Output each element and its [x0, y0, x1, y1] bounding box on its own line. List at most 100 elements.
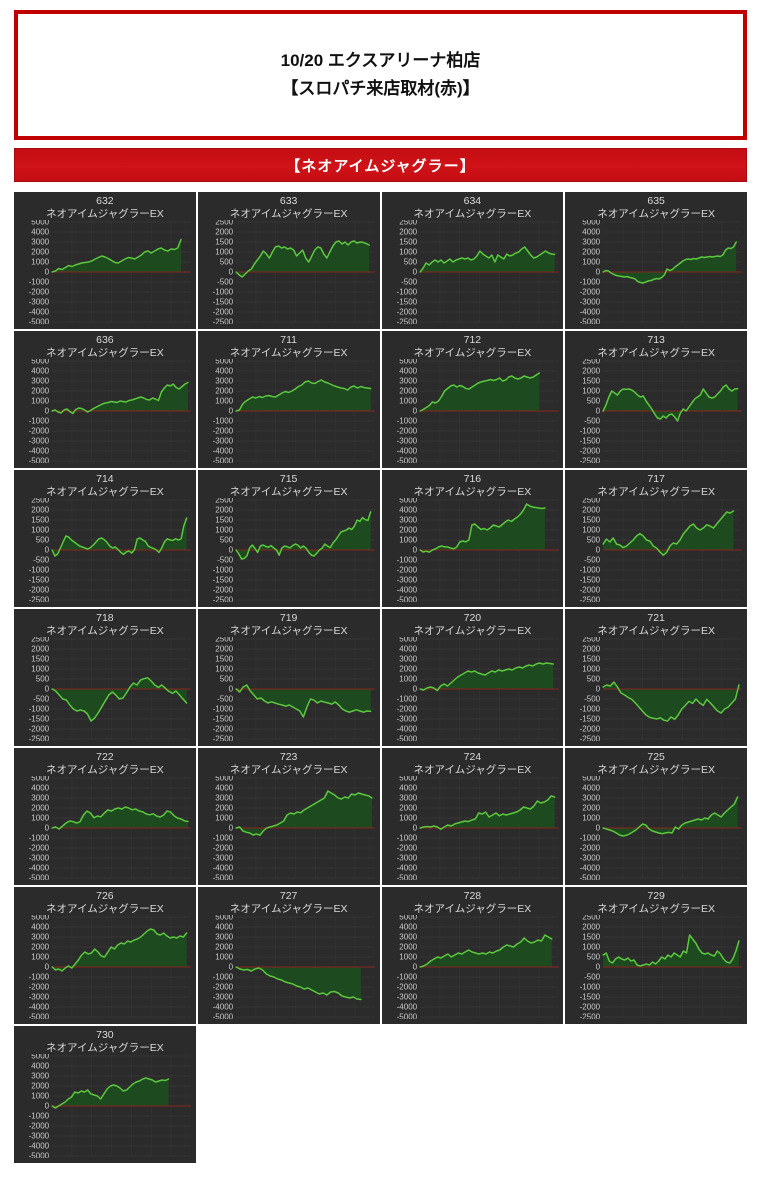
svg-text:-1000: -1000 [396, 417, 417, 426]
svg-text:-500: -500 [584, 556, 601, 565]
svg-text:3000: 3000 [31, 794, 49, 803]
svg-text:2000: 2000 [399, 943, 417, 952]
svg-text:2000: 2000 [215, 943, 233, 952]
series-fill [52, 929, 187, 971]
svg-text:-2500: -2500 [212, 735, 233, 741]
svg-text:2000: 2000 [31, 506, 49, 515]
svg-text:2000: 2000 [31, 1082, 49, 1091]
svg-text:-500: -500 [401, 278, 418, 287]
svg-text:-1500: -1500 [396, 298, 417, 307]
svg-text:-2500: -2500 [29, 735, 50, 741]
svg-text:500: 500 [587, 675, 601, 684]
y-axis-labels: 500040003000200010000-1000-2000-3000-400… [396, 637, 417, 741]
y-axis-labels: 25002000150010005000-500-1000-1500-2000-… [212, 498, 233, 602]
svg-text:-5000: -5000 [396, 735, 417, 741]
machine-number: 726 [96, 890, 114, 902]
machine-number: 635 [647, 195, 665, 207]
series-line [51, 806, 189, 830]
series-fill [52, 382, 188, 414]
svg-text:5000: 5000 [399, 359, 417, 366]
svg-text:1500: 1500 [215, 516, 233, 525]
svg-text:-1000: -1000 [29, 705, 50, 714]
svg-text:-3000: -3000 [212, 993, 233, 1002]
series-fill [419, 504, 545, 553]
series-line [418, 662, 554, 692]
svg-text:2000: 2000 [31, 248, 49, 257]
svg-text:4000: 4000 [31, 923, 49, 932]
svg-text:0: 0 [596, 963, 601, 972]
machine-name: ネオアイムジャグラーEX [597, 346, 715, 359]
series-line [418, 246, 555, 273]
svg-text:-1000: -1000 [212, 417, 233, 426]
svg-text:-3000: -3000 [580, 298, 601, 307]
svg-text:-1000: -1000 [29, 278, 50, 287]
machine-number: 720 [463, 612, 482, 624]
slump-graph: 25002000150010005000-500-1000-1500-2000-… [580, 498, 742, 602]
svg-text:-1000: -1000 [29, 1112, 50, 1121]
series-line [51, 677, 188, 722]
slump-graph: 500040003000200010000-1000-2000-3000-400… [396, 359, 559, 463]
svg-text:-4000: -4000 [212, 864, 233, 873]
svg-text:-4000: -4000 [29, 1142, 50, 1151]
svg-text:0: 0 [412, 963, 417, 972]
slump-graph: 500040003000200010000-1000-2000-3000-400… [396, 498, 559, 602]
svg-text:0: 0 [412, 546, 417, 555]
svg-text:5000: 5000 [31, 915, 49, 922]
series-fill [603, 385, 738, 421]
series-line [602, 681, 740, 722]
slump-graph: 500040003000200010000-1000-2000-3000-400… [29, 915, 191, 1019]
machine-chart-tile: 635 ネオアイムジャグラーEX 5000 4000 3000 2000 1000 0 -100… [565, 192, 747, 329]
chart-grid: 632 ネオアイムジャグラーEX 5000 4000 3000 2000 1000 0 -100… [14, 192, 747, 1163]
svg-text:4000: 4000 [31, 1062, 49, 1071]
svg-text:0: 0 [45, 268, 50, 277]
svg-text:-2000: -2000 [580, 725, 601, 734]
svg-text:-1000: -1000 [580, 566, 601, 575]
machine-number: 717 [647, 473, 665, 485]
svg-text:-2000: -2000 [396, 427, 417, 436]
svg-text:-1000: -1000 [212, 288, 233, 297]
machine-chart-tile: 724 ネオアイムジャグラーEX 5000 4000 3000 2000 1000 0 -100… [381, 748, 564, 885]
machine-number: 719 [279, 612, 298, 624]
slump-graph: 500040003000200010000-1000-2000-3000-400… [29, 359, 191, 463]
machine-number: 725 [647, 751, 665, 763]
svg-text:-3000: -3000 [396, 854, 417, 863]
svg-text:-5000: -5000 [396, 457, 417, 463]
svg-text:-500: -500 [33, 695, 50, 704]
svg-text:1000: 1000 [31, 953, 49, 962]
svg-text:2500: 2500 [583, 359, 601, 366]
svg-text:1000: 1000 [215, 814, 233, 823]
svg-text:500: 500 [36, 536, 50, 545]
svg-text:5000: 5000 [583, 776, 601, 783]
series-line [602, 241, 738, 284]
svg-text:5000: 5000 [215, 776, 233, 783]
series-line [235, 966, 362, 1001]
svg-text:5000: 5000 [31, 776, 49, 783]
svg-text:0: 0 [228, 546, 233, 555]
machine-name: ネオアイムジャグラーEX [46, 624, 164, 637]
machine-chart-tile: 721 ネオアイムジャグラーEX 2500 2000 1500 1000 500 0 -500-… [565, 609, 747, 746]
gridlines [52, 499, 191, 601]
machine-name: ネオアイムジャグラーEX [46, 346, 164, 359]
svg-text:0: 0 [412, 268, 417, 277]
y-axis-labels: 25002000150010005000-500-1000-1500-2000-… [29, 637, 50, 741]
svg-text:-2500: -2500 [212, 318, 233, 324]
svg-text:2000: 2000 [31, 943, 49, 952]
series-line [51, 1077, 170, 1109]
slump-graph: 500040003000200010000-1000-2000-3000-400… [29, 1054, 191, 1158]
svg-text:-5000: -5000 [396, 874, 417, 880]
svg-text:4000: 4000 [399, 784, 417, 793]
series-line [51, 381, 189, 415]
svg-text:-2000: -2000 [580, 1003, 601, 1012]
svg-text:-1500: -1500 [212, 298, 233, 307]
svg-text:2000: 2000 [399, 665, 417, 674]
svg-text:2000: 2000 [399, 387, 417, 396]
svg-text:2500: 2500 [583, 915, 601, 922]
svg-text:5000: 5000 [215, 359, 233, 366]
svg-text:-2000: -2000 [396, 566, 417, 575]
svg-text:-1500: -1500 [29, 576, 50, 585]
svg-text:1000: 1000 [399, 814, 417, 823]
machine-name: ネオアイムジャグラーEX [597, 624, 715, 637]
machine-chart-tile: 634 ネオアイムジャグラーEX 2500 2000 1500 1000 500 0 -500-… [381, 192, 564, 329]
series-fill [419, 663, 553, 691]
svg-text:-3000: -3000 [29, 993, 50, 1002]
